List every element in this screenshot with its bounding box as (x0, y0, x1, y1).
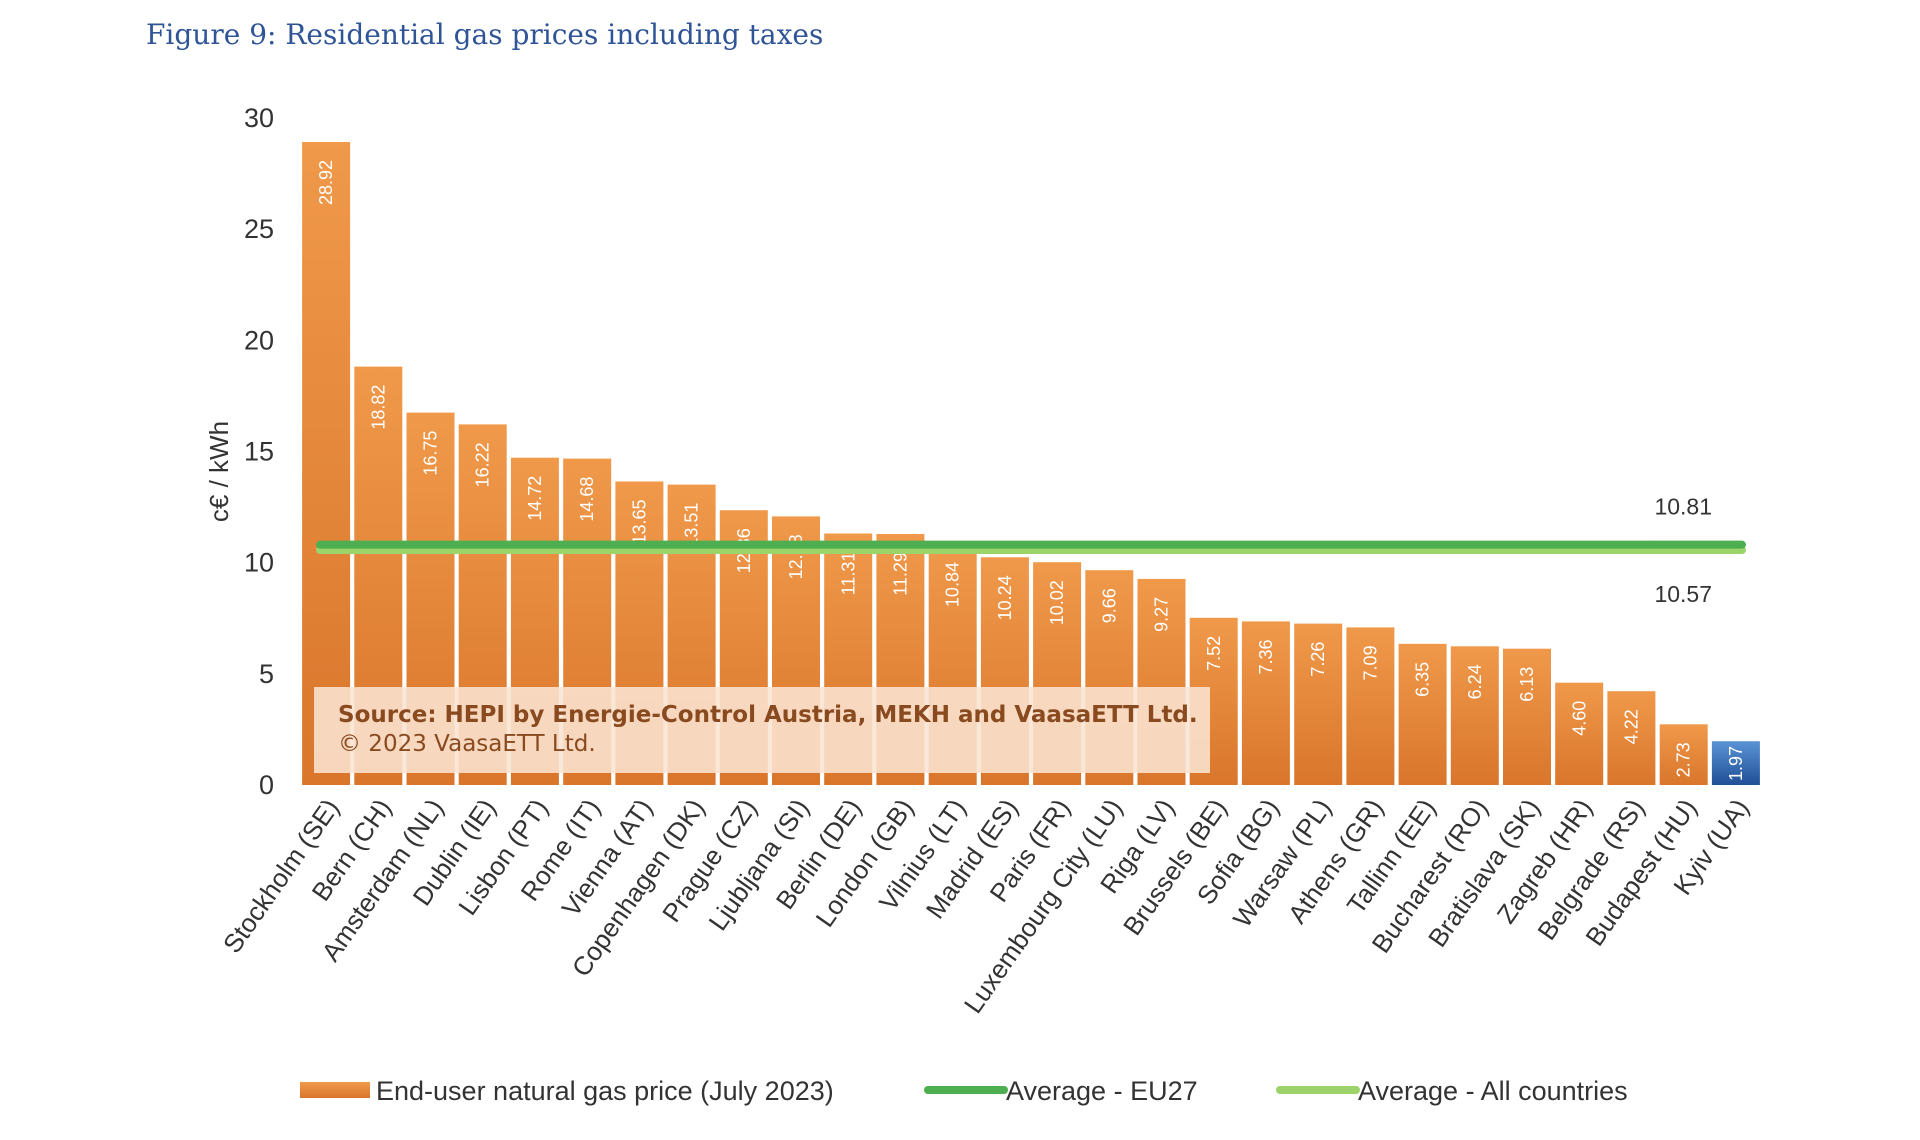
bar (1607, 691, 1656, 785)
x-axis: Stockholm (SE)Bern (CH)Amsterdam (NL)Dub… (217, 793, 1755, 1019)
legend-swatch (300, 1082, 370, 1098)
bar (1659, 724, 1708, 785)
bars: 28.92 18.82 16.75 16.22 14.72 14.68 13.65 13.51… (302, 142, 1760, 785)
source-line: Source: HEPI by Energie-Control Austria,… (338, 702, 1198, 728)
bar (1398, 643, 1447, 785)
bar-value-label: 10.84 (943, 562, 963, 607)
bar-value-label: 14.68 (577, 477, 597, 522)
bar-value-label: 4.60 (1569, 701, 1589, 736)
bar-value-label: 7.09 (1360, 645, 1380, 680)
legend-label: Average - All countries (1358, 1076, 1628, 1106)
bar-value-label: 13.51 (682, 503, 702, 548)
figure-title: Figure 9: Residential gas prices includi… (146, 18, 824, 51)
bar-value-label: 9.27 (1151, 597, 1171, 632)
source-note: Source: HEPI by Energie-Control Austria,… (314, 687, 1210, 773)
bar-value-label: 16.75 (420, 431, 440, 476)
y-axis-label: c€ / kWh (204, 421, 234, 522)
bar-value-label: 9.66 (1099, 588, 1119, 623)
y-axis: 0 5 10 15 20 25 30 (244, 103, 274, 800)
bar-value-label: 7.52 (1204, 636, 1224, 671)
bar-value-label: 4.22 (1621, 709, 1641, 744)
legend-label: Average - EU27 (1006, 1076, 1198, 1106)
legend-item-eu27: Average - EU27 (924, 1076, 1198, 1106)
bar-value-label: 6.24 (1465, 664, 1485, 699)
bar (302, 142, 351, 785)
bar-value-label: 11.31 (838, 552, 858, 596)
average-lines: 10.81 10.57 (316, 494, 1746, 607)
y-tick-label: 15 (244, 437, 274, 467)
bar-value-label: 13.65 (629, 500, 649, 545)
bar-value-label: 11.29 (890, 552, 910, 596)
y-tick-label: 0 (259, 770, 274, 800)
bar-value-label: 10.24 (995, 575, 1015, 620)
bar-value-label: 18.82 (368, 385, 388, 430)
bar-value-label: 7.26 (1308, 642, 1328, 677)
bar-value-label: 28.92 (316, 160, 336, 205)
y-tick-label: 10 (244, 548, 274, 578)
bar-value-label: 14.72 (525, 476, 545, 521)
bar (1555, 682, 1604, 785)
bar (1241, 621, 1290, 785)
y-tick-label: 5 (259, 659, 274, 689)
average-all-label: 10.57 (1654, 581, 1712, 607)
legend: End-user natural gas price (July 2023) Av… (300, 1076, 1628, 1106)
bar-value-label: 2.73 (1674, 742, 1694, 777)
legend-item-price: End-user natural gas price (July 2023) (300, 1076, 834, 1106)
bar-value-label: 6.13 (1517, 667, 1537, 702)
legend-label: End-user natural gas price (July 2023) (376, 1076, 834, 1106)
bar-value-label: 7.36 (1256, 639, 1276, 674)
y-tick-label: 30 (244, 103, 274, 133)
bar-value-label: 16.22 (473, 442, 493, 487)
bar-value-label: 1.97 (1726, 746, 1746, 781)
bar (1346, 627, 1395, 785)
copyright-line: © 2023 VaasaETT Ltd. (338, 731, 596, 757)
bar (1711, 741, 1760, 785)
y-tick-label: 25 (244, 214, 274, 244)
bar (1450, 646, 1499, 785)
bar-value-label: 10.02 (1047, 580, 1067, 625)
bar-value-label: 6.35 (1413, 662, 1433, 697)
y-tick-label: 20 (244, 325, 274, 355)
legend-item-all: Average - All countries (1276, 1076, 1628, 1106)
bar (1294, 623, 1343, 785)
average-eu27-label: 10.81 (1654, 494, 1712, 520)
bar (1503, 648, 1551, 785)
